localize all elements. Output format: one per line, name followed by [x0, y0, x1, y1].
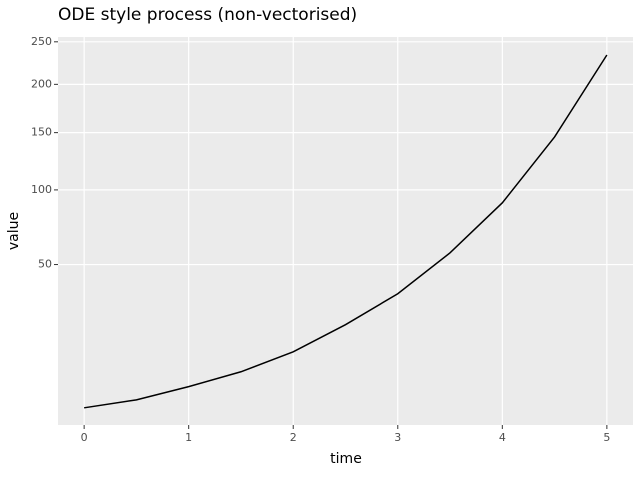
chart-title: ODE style process (non-vectorised) [58, 5, 357, 25]
x-axis-title: time [330, 451, 362, 467]
y-tick-label: 100 [31, 183, 52, 196]
y-tick-label: 150 [31, 126, 52, 139]
x-tick-label: 4 [499, 431, 506, 444]
line [84, 54, 608, 409]
x-tick-label: 1 [185, 431, 192, 444]
x-tick-label: 0 [81, 431, 88, 444]
panel [58, 37, 633, 425]
x-tick-label: 3 [394, 431, 401, 444]
y-tick-label: 250 [31, 35, 52, 48]
y-tick-label: 200 [31, 77, 52, 90]
y-tick-label: 50 [38, 258, 52, 271]
x-tick-label: 2 [290, 431, 297, 444]
y-axis-title: value [6, 212, 22, 250]
x-tick-label: 5 [603, 431, 610, 444]
